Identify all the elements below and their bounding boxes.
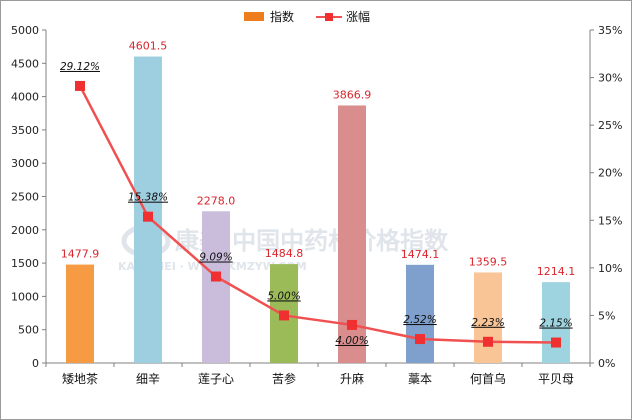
data-labels: 1477.9 4601.5 2278.0 1484.8 3866.9 1474.1 1359…	[60, 40, 575, 347]
bar-value-label: 3866.9	[333, 88, 372, 101]
y-left-tick-label: 2500	[11, 191, 39, 204]
bar	[406, 264, 434, 363]
y-left-tick-label: 4000	[11, 91, 39, 104]
change-line	[78, 85, 557, 344]
bar-value-label: 1484.8	[265, 247, 304, 260]
x-tick-label: 升麻	[340, 371, 364, 386]
bar-value-label: 1214.1	[537, 265, 576, 278]
bar	[134, 56, 162, 363]
y-left-tick-label: 3000	[11, 157, 39, 170]
change-value-label: 2.15%	[539, 318, 572, 330]
change-point	[279, 310, 289, 321]
change-point	[347, 319, 357, 330]
change-value-label: 29.12%	[60, 61, 100, 73]
x-tick-label: 藁本	[408, 372, 432, 386]
change-value-label: 2.23%	[471, 317, 504, 329]
change-point	[75, 80, 85, 91]
bar-series	[66, 56, 570, 363]
x-tick-label: 莲子心	[198, 372, 234, 386]
y-right-tick-label: 15%	[598, 214, 622, 227]
y-right-tick-label: 5%	[598, 309, 615, 322]
y-left-tick-label: 3500	[11, 124, 39, 137]
y-right-tick-label: 35%	[598, 24, 622, 37]
legend-label-index: 指数	[270, 9, 294, 24]
y-left-tick-label: 1000	[11, 290, 39, 303]
change-point	[483, 336, 493, 347]
y-left-tick-label: 5000	[11, 24, 39, 37]
change-point	[415, 334, 425, 345]
x-tick-label: 细辛	[136, 372, 160, 386]
y-right-tick-label: 20%	[598, 167, 622, 180]
change-value-label: 5.00%	[267, 290, 300, 302]
bar-value-label: 1359.5	[469, 255, 508, 268]
bar	[66, 264, 94, 363]
y-left-tick-label: 500	[18, 324, 39, 337]
y-left-tick-label: 1500	[11, 257, 39, 270]
bar-value-label: 1477.9	[61, 248, 100, 261]
line-series	[75, 80, 561, 348]
bar	[542, 282, 570, 363]
change-point	[143, 211, 153, 222]
change-point	[551, 337, 561, 348]
x-tick-label: 平贝母	[538, 372, 574, 386]
change-value-label: 2.52%	[403, 314, 436, 326]
legend-swatch-change-marker	[325, 13, 333, 21]
legend: 指数 涨幅	[244, 9, 370, 24]
bar-value-label: 4601.5	[129, 40, 168, 53]
x-tick-label: 矮地茶	[62, 371, 98, 386]
y-right-tick-label: 0%	[598, 357, 615, 370]
y-left-tick-label: 0	[32, 357, 39, 370]
legend-swatch-index	[244, 12, 264, 21]
y-right-tick-label: 10%	[598, 262, 622, 275]
x-tick-label: 苦参	[272, 371, 296, 386]
legend-label-change: 涨幅	[346, 9, 370, 24]
y-left-tick-label: 4500	[11, 57, 39, 70]
change-value-label: 9.09%	[199, 252, 232, 264]
change-point	[211, 271, 221, 282]
x-tick-label: 何首乌	[470, 371, 506, 386]
y-left-tick-label: 2000	[11, 224, 39, 237]
y-right-tick-label: 25%	[598, 119, 622, 132]
change-value-label: 4.00%	[335, 335, 368, 347]
bar-value-label: 2278.0	[197, 194, 236, 207]
bar	[474, 272, 502, 363]
bar-value-label: 1474.1	[401, 248, 440, 261]
change-value-label: 15.38%	[128, 192, 168, 204]
y-right-tick-label: 30%	[598, 72, 622, 85]
bar	[202, 211, 230, 363]
